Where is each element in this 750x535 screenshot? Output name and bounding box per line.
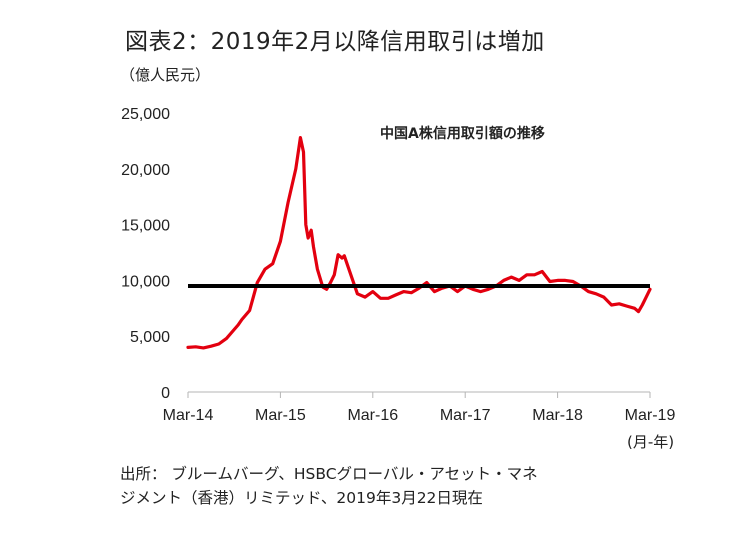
series-title: 中国A株信用取引額の推移: [380, 126, 545, 142]
x-unit-label: (月-年): [627, 433, 675, 451]
y-tick-label: 0: [161, 385, 170, 402]
x-tick-label: Mar-15: [255, 407, 306, 424]
y-axis-ticks: 0 5,000 10,000 15,000 20,000 25,000: [121, 106, 170, 402]
x-tick-label: Mar-14: [163, 407, 214, 424]
x-tick-label: Mar-17: [440, 407, 491, 424]
series-group: [186, 136, 652, 350]
y-tick-label: 15,000: [121, 218, 170, 235]
series-line: [186, 136, 652, 350]
x-axis-ticks: Mar-14 Mar-15 Mar-16 Mar-17 Mar-18 Mar-19: [163, 392, 676, 424]
source-line-1: 出所： ブルームバーグ、HSBCグローバル・アセット・マネ: [120, 465, 538, 483]
y-tick-label: 25,000: [121, 106, 170, 123]
y-unit-label: （億人民元）: [120, 66, 211, 84]
x-tick-label: Mar-16: [347, 407, 398, 424]
y-tick-label: 5,000: [130, 329, 170, 346]
source-note: 出所： ブルームバーグ、HSBCグローバル・アセット・マネ ジメント（香港）リミ…: [120, 462, 538, 510]
y-tick-label: 20,000: [121, 162, 170, 179]
chart-title: 図表2：2019年2月以降信用取引は増加: [125, 29, 545, 55]
y-tick-label: 10,000: [121, 273, 170, 290]
x-tick-label: Mar-19: [625, 407, 676, 424]
source-line-2: ジメント（香港）リミテッド、2019年3月22日現在: [120, 489, 483, 507]
x-tick-label: Mar-18: [532, 407, 583, 424]
